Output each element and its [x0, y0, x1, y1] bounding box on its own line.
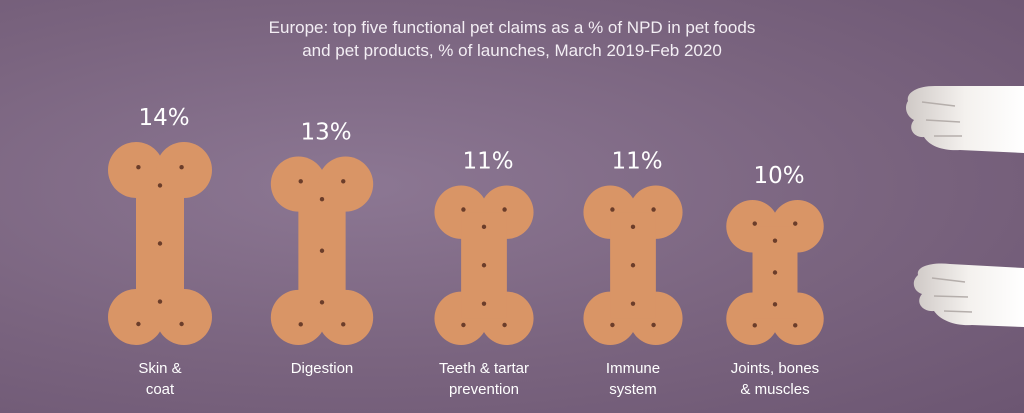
value-label: 11% [611, 149, 662, 175]
value-label: 10% [753, 163, 804, 189]
value-label: 11% [462, 149, 513, 175]
dog-paw-icon [906, 86, 1024, 153]
bar-bone [583, 185, 683, 345]
category-label: prevention [449, 381, 519, 398]
value-label: 13% [300, 120, 351, 146]
paws [906, 86, 1024, 327]
bar-bone [726, 200, 824, 346]
dog-paw-icon [913, 263, 1024, 327]
category-label: Teeth & tartar [439, 360, 529, 377]
value-label: 14% [138, 105, 189, 131]
category-label: & muscles [740, 381, 809, 398]
chart-title: Europe: top five functional pet claims a… [150, 16, 874, 62]
bar-bone [108, 142, 212, 345]
category-label: coat [146, 381, 175, 398]
category-label: Joints, bones [731, 360, 819, 377]
bar-bone [270, 156, 374, 345]
chart-title-line-2: and pet products, % of launches, March 2… [302, 41, 722, 60]
category-label: system [609, 381, 657, 398]
category-label: Skin & [138, 360, 181, 377]
chart-title-line-1: Europe: top five functional pet claims a… [268, 18, 756, 37]
category-label: Digestion [291, 360, 354, 377]
bar-bone [434, 185, 534, 345]
category-label: Immune [606, 360, 660, 377]
